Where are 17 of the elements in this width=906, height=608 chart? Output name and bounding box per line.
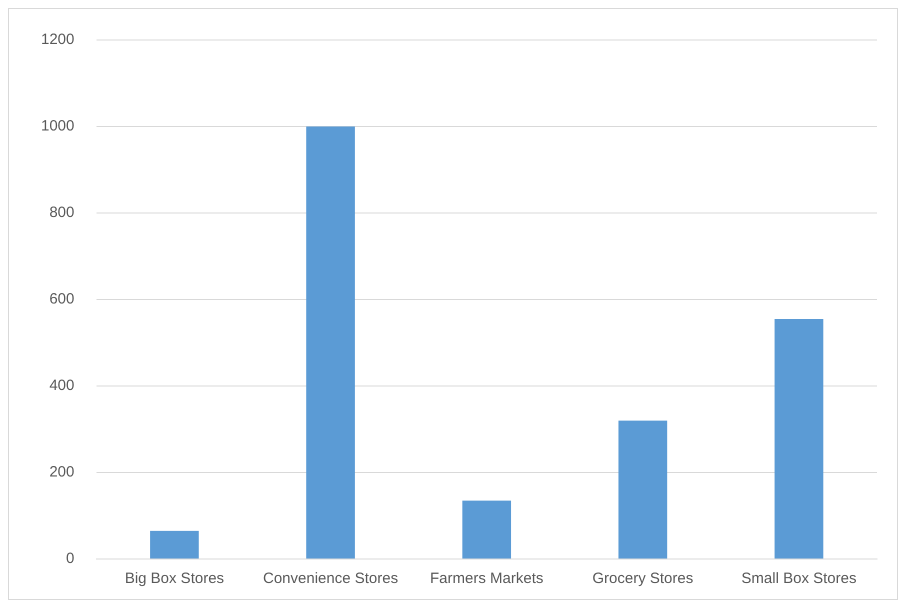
- x-tick-label: Convenience Stores: [263, 570, 398, 588]
- x-tick-label: Grocery Stores: [592, 570, 694, 588]
- y-tick-label: 600: [49, 290, 74, 308]
- bar: [306, 126, 355, 558]
- bar: [150, 530, 199, 558]
- x-tick-label: Big Box Stores: [124, 570, 224, 588]
- y-tick-label: 1000: [40, 118, 74, 135]
- x-tick-label: Farmers Markets: [430, 570, 544, 588]
- y-tick-label: 400: [49, 377, 74, 394]
- x-tick-label: Small Box Stores: [741, 570, 856, 588]
- bar: [462, 500, 512, 558]
- y-tick-label: 1200: [40, 31, 74, 48]
- bar: [618, 420, 668, 558]
- y-tick-label: 200: [49, 464, 74, 481]
- y-tick-label: 800: [49, 204, 74, 222]
- y-tick-label: 0: [66, 550, 74, 568]
- bar: [774, 318, 824, 558]
